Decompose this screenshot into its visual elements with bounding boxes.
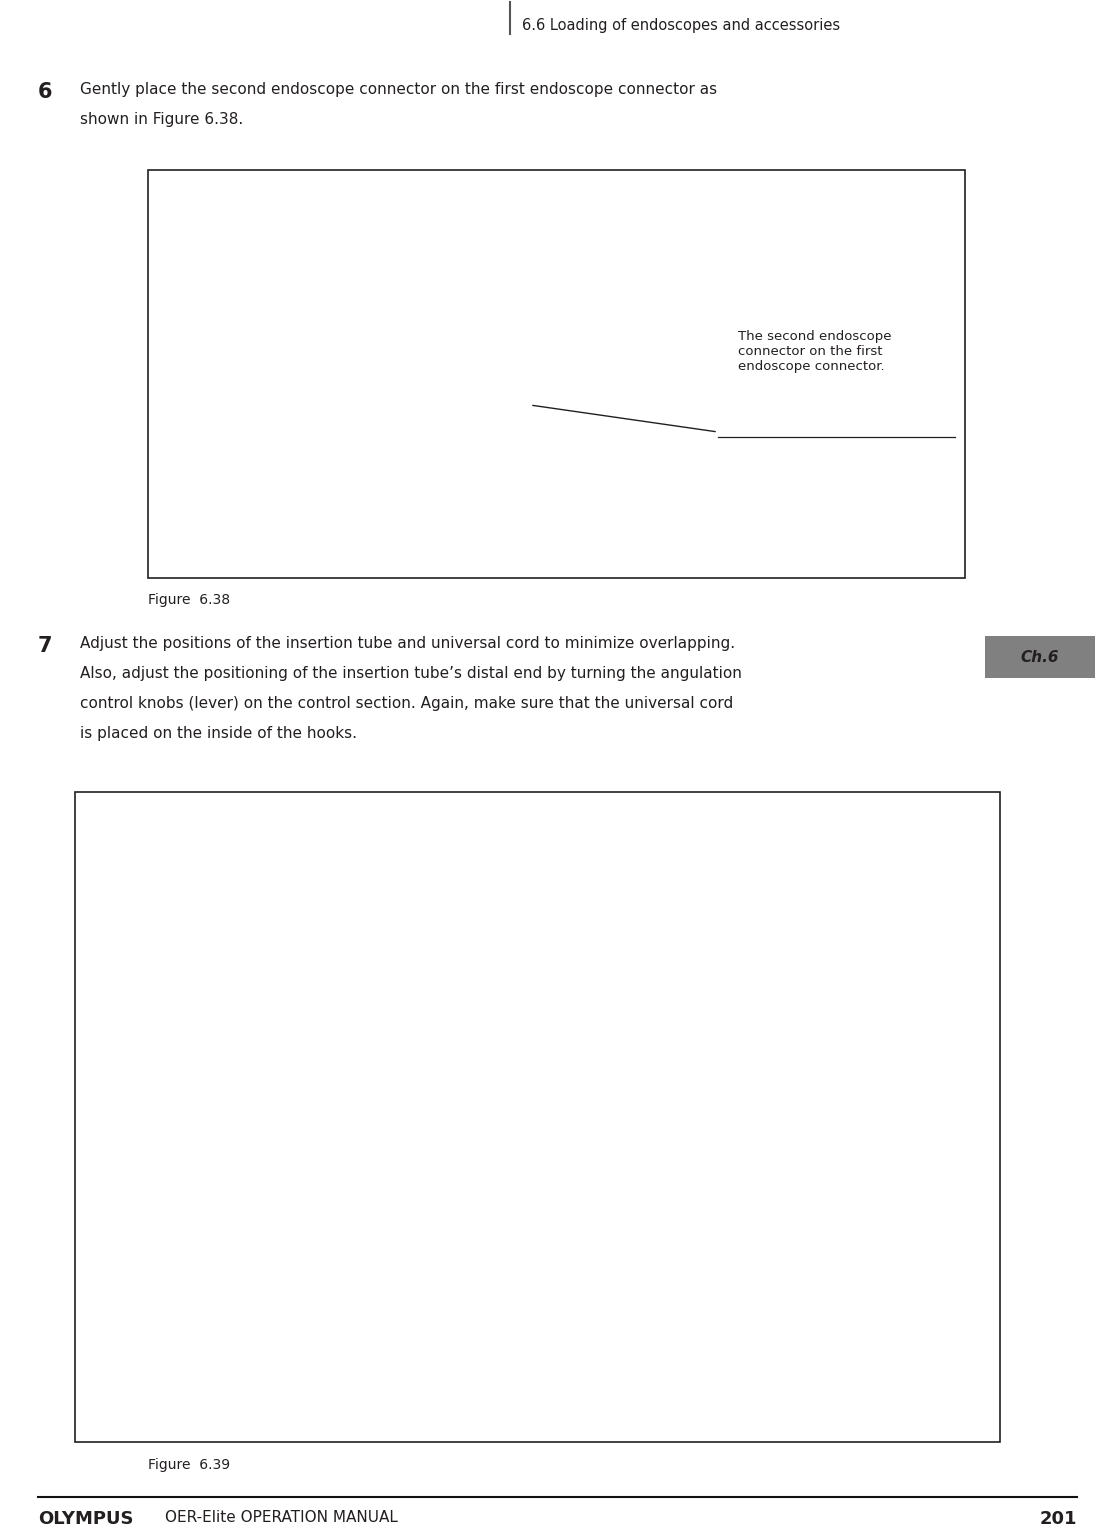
Text: Ch.6: Ch.6 bbox=[1020, 650, 1059, 665]
Text: Adjust the positions of the insertion tube and universal cord to minimize overla: Adjust the positions of the insertion tu… bbox=[80, 636, 735, 651]
Text: Gently place the second endoscope connector on the first endoscope connector as: Gently place the second endoscope connec… bbox=[80, 83, 717, 97]
Text: control knobs (lever) on the control section. Again, make sure that the universa: control knobs (lever) on the control sec… bbox=[80, 696, 734, 711]
Bar bbox=[75, 792, 1000, 1442]
Text: Figure  6.39: Figure 6.39 bbox=[148, 1458, 230, 1472]
Text: 6: 6 bbox=[38, 83, 52, 103]
Text: OLYMPUS: OLYMPUS bbox=[38, 1511, 134, 1527]
Text: 6.6 Loading of endoscopes and accessories: 6.6 Loading of endoscopes and accessorie… bbox=[522, 18, 840, 34]
Text: Figure  6.38: Figure 6.38 bbox=[148, 593, 230, 607]
Bar bbox=[148, 170, 964, 578]
Text: OER-Elite OPERATION MANUAL: OER-Elite OPERATION MANUAL bbox=[165, 1511, 398, 1524]
Text: is placed on the inside of the hooks.: is placed on the inside of the hooks. bbox=[80, 726, 357, 741]
Text: shown in Figure 6.38.: shown in Figure 6.38. bbox=[80, 112, 243, 127]
Bar bbox=[985, 636, 1095, 679]
Text: The second endoscope
connector on the first
endoscope connector.: The second endoscope connector on the fi… bbox=[738, 329, 892, 372]
Text: Also, adjust the positioning of the insertion tube’s distal end by turning the a: Also, adjust the positioning of the inse… bbox=[80, 666, 741, 682]
Text: 7: 7 bbox=[38, 636, 52, 656]
Text: 201: 201 bbox=[1039, 1511, 1077, 1527]
